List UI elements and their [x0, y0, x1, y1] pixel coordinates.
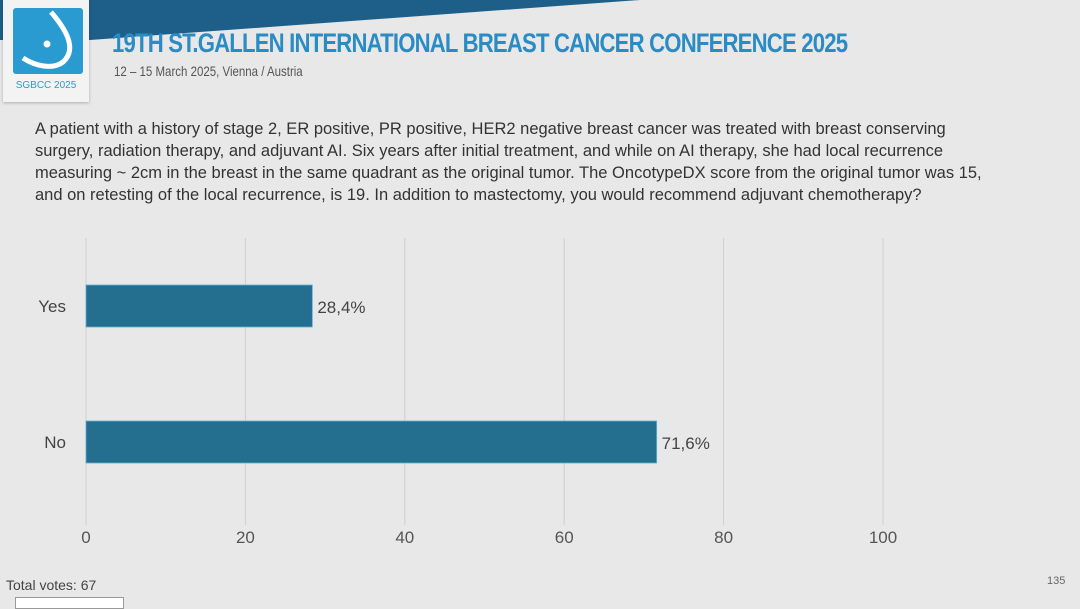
x-tick-label: 80 — [714, 528, 733, 547]
slide-number: 135 — [1047, 575, 1066, 587]
category-label: Yes — [38, 297, 66, 316]
conference-title: 19TH ST.GALLEN INTERNATIONAL BREAST CANC… — [112, 28, 848, 58]
x-tick-label: 40 — [395, 528, 414, 547]
sgbcc-logo: SGBCC 2025 — [3, 0, 89, 102]
category-label: No — [44, 433, 66, 452]
x-tick-label: 100 — [869, 528, 897, 547]
bottom-tab[interactable] — [15, 597, 124, 609]
bar-yes — [85, 284, 313, 328]
data-label: 71,6% — [662, 434, 710, 453]
bar-no — [85, 420, 658, 464]
x-tick-label: 60 — [555, 528, 574, 547]
logo-text: SGBCC 2025 — [15, 80, 77, 91]
breast-logo-icon — [13, 8, 83, 74]
total-votes: Total votes: 67 — [6, 577, 97, 593]
data-label: 28,4% — [317, 298, 365, 317]
header-band — [0, 0, 640, 40]
x-tick-label: 20 — [236, 528, 255, 547]
x-tick-label: 0 — [81, 528, 90, 547]
conference-dates: 12 – 15 March 2025, Vienna / Austria — [114, 63, 303, 79]
poll-question: A patient with a history of stage 2, ER … — [35, 120, 982, 204]
